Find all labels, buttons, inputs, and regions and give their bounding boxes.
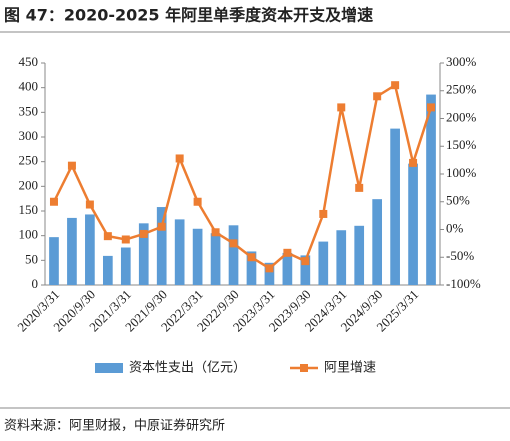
bar — [67, 217, 77, 285]
y2-tick-label: 50% — [446, 193, 470, 208]
bar — [156, 207, 167, 285]
bar — [138, 223, 149, 285]
bar — [408, 163, 418, 285]
y-tick-label: 150 — [19, 202, 39, 217]
bar — [390, 128, 400, 285]
line-marker — [373, 92, 382, 101]
y2-tick-label: 250% — [446, 82, 477, 97]
bar — [282, 252, 293, 285]
bar — [426, 94, 436, 285]
y-tick-label: 200 — [19, 177, 39, 192]
line-marker — [49, 197, 58, 206]
y2-tick-label: -50% — [446, 248, 474, 263]
y2-tick-label: 100% — [446, 165, 477, 180]
y2-tick-label: 150% — [446, 137, 477, 152]
bar — [210, 233, 221, 285]
bar — [85, 214, 95, 285]
bar — [354, 225, 365, 285]
bar — [49, 237, 59, 285]
line-marker — [283, 248, 292, 257]
bar — [174, 219, 185, 285]
line-marker — [355, 183, 364, 192]
line-marker — [391, 81, 400, 90]
legend-swatch — [95, 363, 123, 373]
line-marker — [337, 103, 346, 112]
line — [52, 83, 433, 270]
line-marker — [409, 158, 418, 167]
line-marker — [193, 197, 202, 206]
line-marker — [67, 161, 76, 170]
bar — [102, 255, 113, 285]
y2-tick-label: -100% — [446, 276, 481, 291]
line-marker — [319, 209, 328, 218]
y2-tick-label: 300% — [446, 54, 477, 69]
line-marker — [85, 200, 94, 209]
y-tick-label: 0 — [32, 276, 39, 291]
legend-label: 阿里增速 — [324, 361, 376, 376]
y-tick-label: 400 — [19, 79, 39, 94]
bar — [246, 251, 257, 285]
bar — [264, 262, 275, 285]
line-marker — [427, 103, 436, 112]
y-tick-label: 450 — [19, 54, 39, 69]
bar — [318, 241, 329, 285]
source-note: 资料来源：阿里财报，中原证券研究所 — [4, 418, 225, 434]
line-marker — [301, 257, 310, 266]
y-tick-label: 50 — [25, 251, 38, 266]
line-marker — [157, 222, 166, 231]
legend-label: 资本性支出（亿元） — [129, 361, 246, 376]
y2-tick-label: 200% — [446, 109, 477, 124]
chart-title: 图 47：2020-2025 年阿里单季度资本开支及增速 — [4, 6, 373, 25]
y2-tick-label: 0% — [446, 220, 464, 235]
line-marker — [121, 235, 130, 244]
y-tick-label: 250 — [19, 153, 39, 168]
line-marker — [229, 239, 238, 248]
line-marker — [139, 229, 148, 238]
bar — [300, 255, 311, 285]
line-marker — [175, 154, 184, 163]
line-marker — [103, 232, 112, 241]
line-marker — [247, 253, 256, 262]
y-tick-label: 300 — [19, 128, 39, 143]
y-tick-label: 100 — [19, 227, 39, 242]
bar — [228, 225, 239, 285]
bar — [336, 230, 347, 285]
y-tick-label: 350 — [19, 103, 39, 118]
bar — [372, 199, 383, 285]
bar — [120, 247, 131, 285]
bar — [192, 228, 203, 285]
legend-swatch — [300, 364, 308, 372]
line-marker — [211, 228, 220, 237]
line-marker — [265, 264, 274, 273]
